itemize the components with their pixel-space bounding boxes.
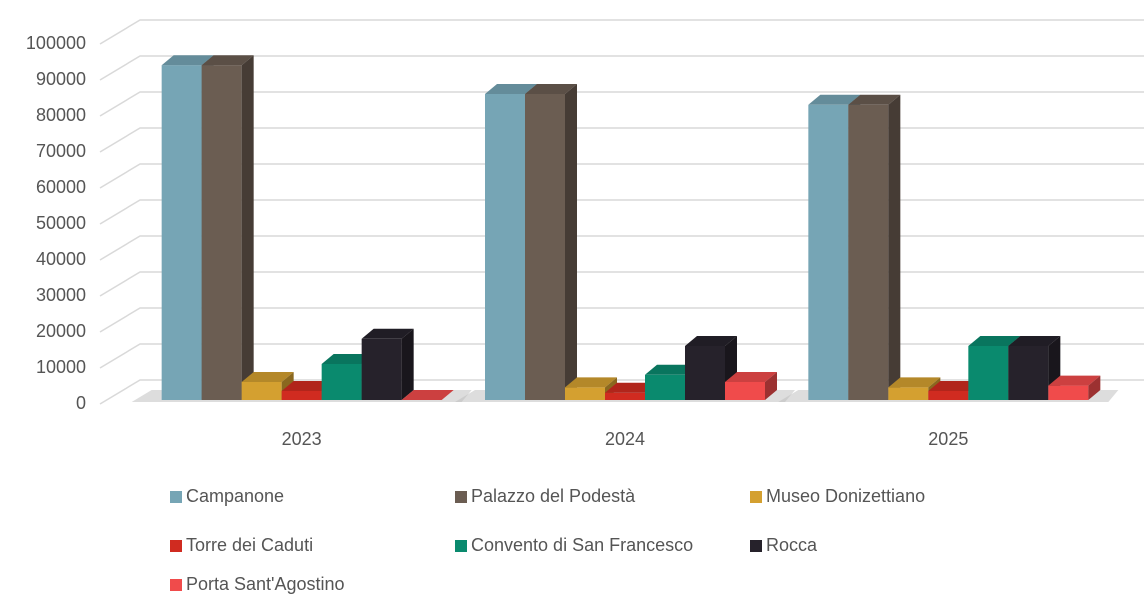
grid-line bbox=[99, 199, 1144, 225]
grid-line bbox=[99, 55, 1144, 81]
y-tick-label: 70000 bbox=[36, 141, 86, 161]
bar-top bbox=[605, 382, 657, 393]
y-tick-label: 100000 bbox=[26, 33, 86, 53]
legend-swatch bbox=[455, 540, 467, 552]
bar-top bbox=[361, 328, 414, 339]
bar-front bbox=[1008, 346, 1049, 400]
bar bbox=[1048, 375, 1101, 400]
y-tick-label: 10000 bbox=[36, 357, 86, 377]
bar-top bbox=[401, 390, 454, 400]
legend-swatch bbox=[170, 540, 182, 552]
bar-front bbox=[485, 94, 525, 400]
bar-front bbox=[161, 65, 202, 400]
bar-side bbox=[241, 55, 254, 400]
bar-front bbox=[565, 387, 605, 400]
bar bbox=[361, 328, 414, 400]
bar-front bbox=[361, 338, 402, 400]
grid-line bbox=[99, 307, 1144, 333]
y-tick-label: 90000 bbox=[36, 69, 86, 89]
bar-top bbox=[808, 94, 861, 105]
legend-swatch bbox=[170, 491, 182, 503]
y-tick-label: 20000 bbox=[36, 321, 86, 341]
bar bbox=[401, 390, 454, 400]
bar-front bbox=[888, 387, 929, 400]
bar-top bbox=[725, 372, 777, 382]
x-tick-label: 2023 bbox=[282, 429, 322, 449]
y-tick-label: 60000 bbox=[36, 177, 86, 197]
bar-front bbox=[241, 382, 282, 400]
legend-swatch bbox=[750, 540, 762, 552]
bar-front bbox=[928, 391, 969, 400]
bar-top bbox=[685, 336, 737, 346]
bar bbox=[848, 94, 901, 401]
y-tick-label: 80000 bbox=[36, 105, 86, 125]
bar-front bbox=[808, 104, 849, 401]
bar-front bbox=[201, 65, 242, 400]
bar bbox=[241, 372, 294, 400]
grid-line bbox=[99, 127, 1144, 153]
bar-front bbox=[525, 94, 565, 400]
bar-front bbox=[281, 391, 322, 400]
bar-side bbox=[401, 328, 414, 400]
bar bbox=[725, 372, 777, 400]
grid-line bbox=[99, 163, 1144, 189]
legend-swatch bbox=[170, 579, 182, 591]
legend-label: Palazzo del Podestà bbox=[471, 486, 636, 506]
bar-front bbox=[645, 374, 685, 400]
legend-label: Rocca bbox=[766, 535, 818, 555]
legend-label: Museo Donizettiano bbox=[766, 486, 925, 506]
bar-top bbox=[928, 381, 981, 391]
bar-top bbox=[201, 55, 254, 66]
bar-side bbox=[565, 84, 577, 400]
grid-line bbox=[99, 19, 1144, 45]
bar-top bbox=[161, 55, 214, 66]
y-tick-label: 50000 bbox=[36, 213, 86, 233]
legend-swatch bbox=[750, 491, 762, 503]
bar-side bbox=[888, 94, 901, 401]
bar bbox=[888, 377, 941, 400]
legend-label: Convento di San Francesco bbox=[471, 535, 693, 555]
bar-top bbox=[968, 336, 1021, 346]
bar-top bbox=[565, 377, 617, 388]
legend-label: Porta Sant'Agostino bbox=[186, 574, 345, 594]
bar-front bbox=[685, 346, 725, 400]
x-tick-label: 2024 bbox=[605, 429, 645, 449]
bar bbox=[525, 84, 577, 400]
legend-label: Campanone bbox=[186, 486, 284, 506]
legend-swatch bbox=[455, 491, 467, 503]
bar-top bbox=[241, 372, 294, 382]
bar-front bbox=[1048, 385, 1089, 400]
bar bbox=[201, 55, 254, 400]
bar-front bbox=[321, 364, 362, 400]
bar-top bbox=[485, 84, 537, 94]
bar-front bbox=[848, 104, 889, 401]
bar-top bbox=[848, 94, 901, 105]
bar-top bbox=[281, 381, 334, 391]
grid-line bbox=[99, 235, 1144, 261]
bar-top bbox=[888, 377, 941, 388]
bar-top bbox=[1008, 336, 1061, 346]
y-tick-label: 40000 bbox=[36, 249, 86, 269]
y-tick-label: 30000 bbox=[36, 285, 86, 305]
bar-top bbox=[645, 364, 697, 375]
bar-top bbox=[525, 84, 577, 94]
bar-front bbox=[725, 382, 765, 400]
grid-line bbox=[99, 91, 1144, 117]
grid-line bbox=[99, 271, 1144, 297]
bar-top bbox=[321, 354, 374, 364]
bar-side bbox=[765, 372, 777, 400]
bar-front bbox=[605, 392, 645, 400]
bar-front bbox=[968, 346, 1009, 400]
bar bbox=[321, 354, 374, 400]
legend-label: Torre dei Caduti bbox=[186, 535, 313, 555]
x-tick-label: 2025 bbox=[928, 429, 968, 449]
bar-top bbox=[1048, 375, 1101, 386]
y-tick-label: 0 bbox=[76, 393, 86, 413]
bar-side bbox=[1088, 375, 1101, 400]
